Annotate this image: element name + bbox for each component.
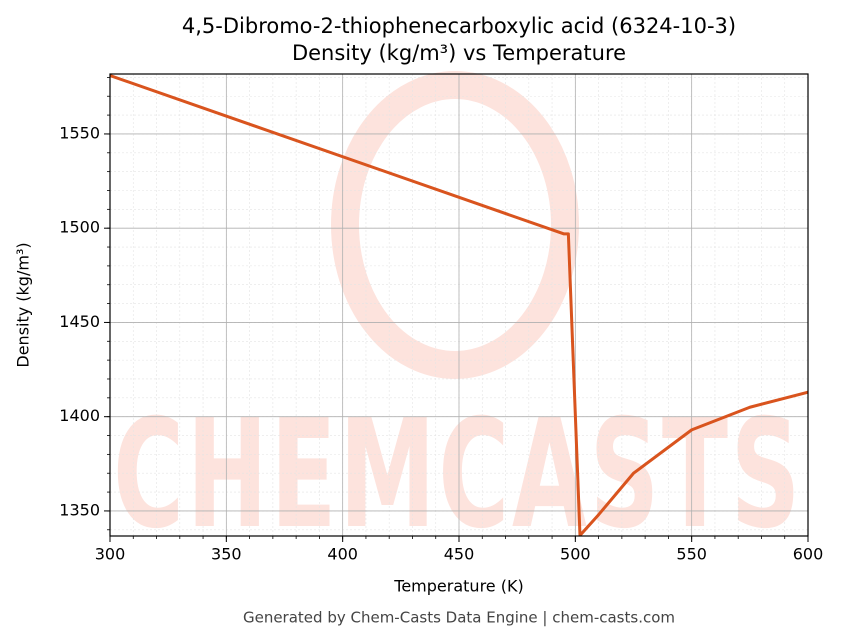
watermark-group: CHEMCASTS — [113, 71, 799, 562]
y-tick-label: 1350 — [59, 500, 100, 519]
x-tick-label: 400 — [327, 545, 358, 564]
y-tick-label: 1400 — [59, 406, 100, 425]
chart-subtitle: Density (kg/m³) vs Temperature — [292, 41, 626, 65]
x-tick-label: 550 — [676, 545, 707, 564]
x-tick-label: 450 — [444, 545, 475, 564]
plot — [110, 74, 808, 536]
y-axis-label: Density (kg/m³) — [14, 242, 33, 367]
y-tick-label: 1550 — [59, 123, 100, 142]
chart-title: 4,5-Dibromo-2-thiophenecarboxylic acid (… — [182, 14, 736, 38]
x-axis-label: Temperature (K) — [393, 577, 523, 596]
data-line — [110, 74, 808, 536]
footer: Generated by Chem-Casts Data Engine | ch… — [243, 609, 675, 627]
y-tick-label: 1500 — [59, 218, 100, 237]
x-tick-label: 350 — [211, 545, 242, 564]
plot-frame — [109, 73, 809, 537]
x-tick-label: 300 — [95, 545, 126, 564]
x-tick-label: 600 — [793, 545, 824, 564]
y-tick-label: 1450 — [59, 312, 100, 331]
watermark-logo — [331, 71, 579, 379]
x-tick-label: 500 — [560, 545, 591, 564]
grid — [104, 74, 809, 542]
